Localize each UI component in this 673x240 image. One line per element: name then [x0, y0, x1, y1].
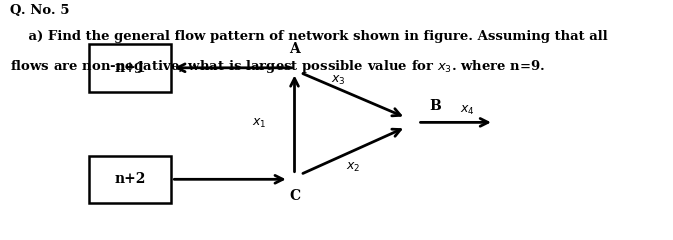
FancyBboxPatch shape	[90, 156, 172, 203]
Text: $x_3$: $x_3$	[331, 74, 346, 87]
Text: n+2: n+2	[114, 172, 146, 186]
Text: n+1: n+1	[114, 61, 146, 75]
Text: C: C	[289, 189, 300, 203]
Text: A: A	[289, 42, 300, 56]
FancyBboxPatch shape	[90, 44, 172, 91]
Text: B: B	[429, 99, 441, 113]
Text: $x_4$: $x_4$	[460, 104, 474, 117]
Text: Q. No. 5: Q. No. 5	[10, 4, 70, 17]
Text: flows are non-negative, what is largest possible value for $x_3$. where n=9.: flows are non-negative, what is largest …	[10, 58, 546, 75]
Text: a) Find the general flow pattern of network shown in figure. Assuming that all: a) Find the general flow pattern of netw…	[10, 30, 608, 43]
Text: $x_2$: $x_2$	[346, 161, 360, 174]
Text: $x_1$: $x_1$	[252, 117, 267, 130]
